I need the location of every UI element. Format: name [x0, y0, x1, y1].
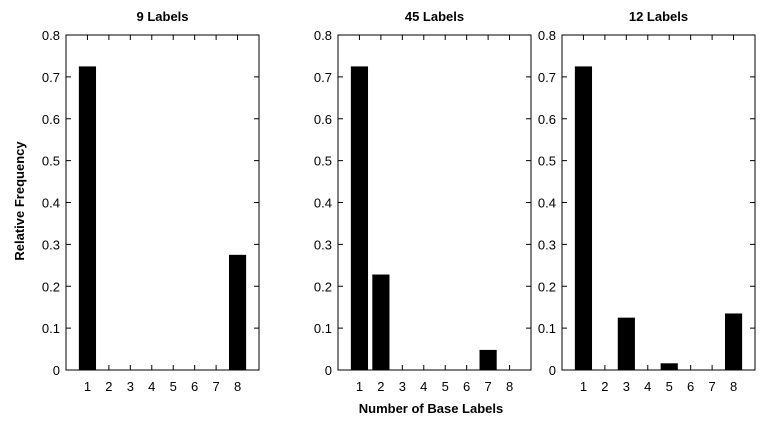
x-tick-label: 1 [84, 379, 91, 394]
x-tick-label: 8 [730, 379, 737, 394]
y-tick-label: 0.3 [42, 237, 60, 252]
y-tick-label: 0.7 [314, 70, 332, 85]
chart-panel-1: 9 Labels 0 0.1 0.2 0.3 0.4 0.5 0.6 0.7 0.8 1 2 3 4 5 6 7… [42, 9, 260, 394]
x-tick-label: 5 [442, 379, 449, 394]
y-tick-label: 0 [325, 363, 332, 378]
y-tick-label: 0.4 [42, 196, 60, 211]
bar-1 [574, 66, 593, 370]
y-tick-label: 0.5 [42, 154, 60, 169]
y-tick-label: 0 [53, 363, 60, 378]
x-tick-label: 7 [708, 379, 715, 394]
y-tick-label: 0.2 [42, 279, 60, 294]
bar-7 [479, 349, 497, 370]
x-tick-label: 6 [463, 379, 470, 394]
x-tick-label: 8 [234, 379, 241, 394]
y-tick-label: 0.7 [42, 70, 60, 85]
x-tick-label: 4 [644, 379, 651, 394]
x-tick-label: 2 [377, 379, 384, 394]
y-tick-label: 0.5 [538, 154, 556, 169]
x-tick-label: 2 [105, 379, 112, 394]
y-tick-label: 0.8 [314, 28, 332, 43]
x-tick-label: 7 [212, 379, 219, 394]
bar-8 [724, 313, 743, 370]
y-tick-label: 0 [549, 363, 556, 378]
y-axis-label: Relative Frequency [12, 141, 27, 261]
chart-title: 45 Labels [405, 9, 464, 24]
chart-title: 9 Labels [136, 9, 188, 24]
y-tick-label: 0.8 [538, 28, 556, 43]
y-tick-label: 0.1 [538, 321, 556, 336]
x-tick-label: 4 [148, 379, 155, 394]
x-tick-label: 7 [484, 379, 491, 394]
x-tick-label: 8 [506, 379, 513, 394]
bar-1 [78, 66, 97, 370]
x-tick-label: 2 [601, 379, 608, 394]
x-tick-label: 6 [191, 379, 198, 394]
x-tick-label: 3 [399, 379, 406, 394]
x-tick-label: 4 [420, 379, 427, 394]
chart-panel-3: 12 Labels 0 0.1 0.2 0.3 0.4 0.5 0.6 0.7 0.8 1 2 3 4 5 6… [538, 9, 756, 394]
x-tick-label: 1 [356, 379, 363, 394]
y-tick-label: 0.1 [42, 321, 60, 336]
y-tick-label: 0.6 [314, 112, 332, 127]
x-tick-label: 3 [127, 379, 134, 394]
y-tick-label: 0.4 [538, 196, 556, 211]
y-tick-label: 0.8 [42, 28, 60, 43]
y-tick-label: 0.2 [538, 279, 556, 294]
y-tick-label: 0.6 [42, 112, 60, 127]
x-axis-label: Number of Base Labels [359, 401, 504, 416]
x-tick-label: 3 [623, 379, 630, 394]
y-tick-label: 0.6 [538, 112, 556, 127]
x-tick-label: 6 [687, 379, 694, 394]
x-tick-label: 1 [580, 379, 587, 394]
y-tick-label: 0.4 [314, 196, 332, 211]
y-tick-label: 0.2 [314, 279, 332, 294]
chart-title: 12 Labels [629, 9, 688, 24]
y-tick-label: 0.5 [314, 154, 332, 169]
bar-3 [617, 317, 635, 370]
y-tick-label: 0.1 [314, 321, 332, 336]
y-tick-label: 0.7 [538, 70, 556, 85]
x-tick-label: 5 [170, 379, 177, 394]
bar-2 [372, 274, 390, 370]
bar-8 [228, 254, 247, 370]
y-tick-label: 0.3 [314, 237, 332, 252]
chart-panel-2: 45 Labels 0 0.1 0.2 0.3 0.4 0.5 0.6 0.7 0.8 1 2 3 4 5 6… [314, 9, 532, 394]
bar-1 [350, 66, 369, 370]
x-tick-label: 5 [666, 379, 673, 394]
y-tick-label: 0.3 [538, 237, 556, 252]
